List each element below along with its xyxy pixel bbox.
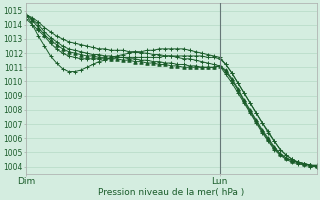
X-axis label: Pression niveau de la mer( hPa ): Pression niveau de la mer( hPa ) <box>98 188 244 197</box>
